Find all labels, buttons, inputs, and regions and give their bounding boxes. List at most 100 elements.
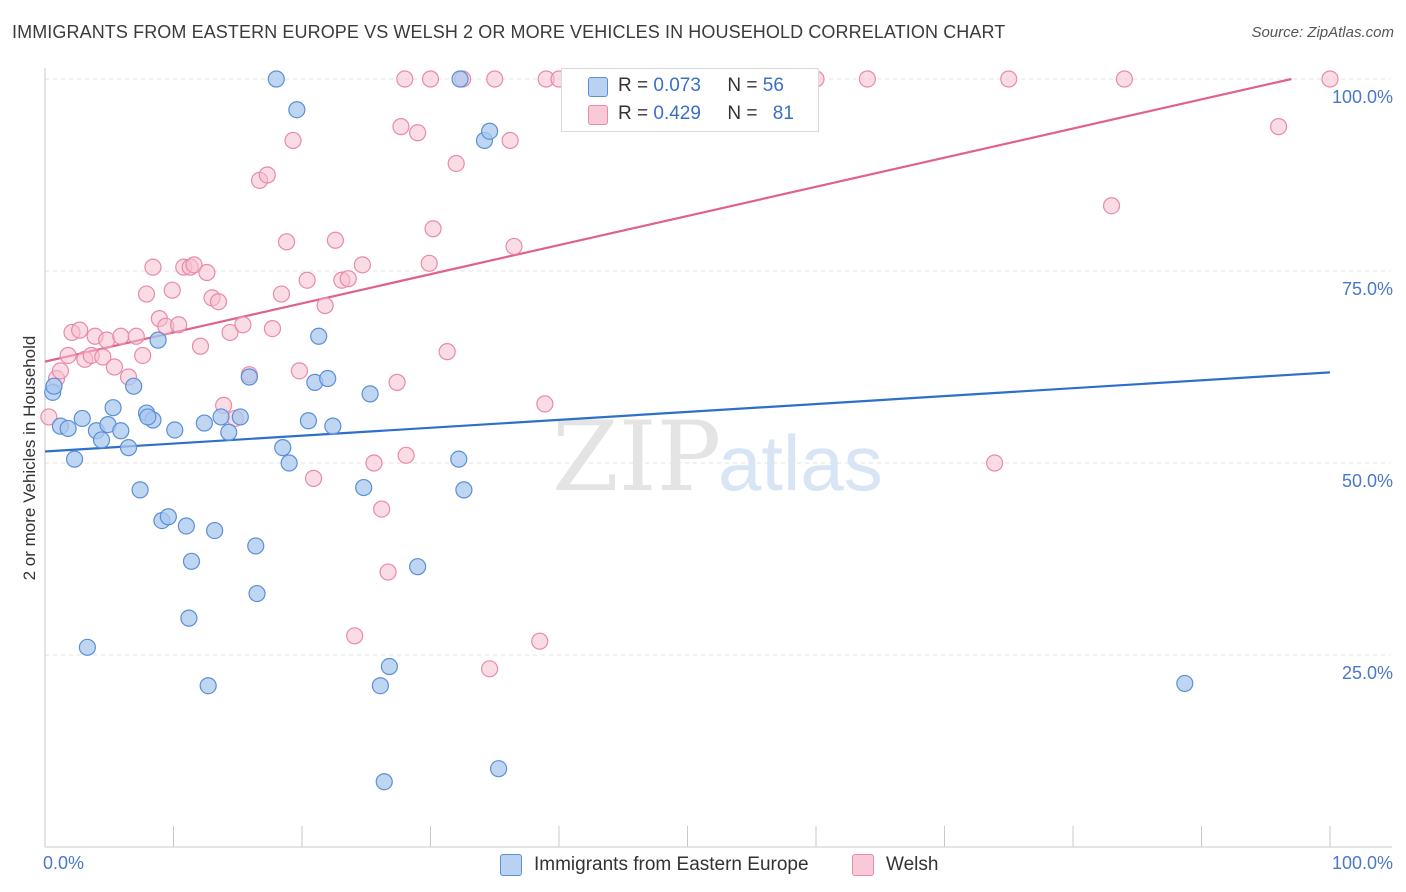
point-welsh <box>447 154 465 173</box>
legend-label: Welsh <box>886 854 939 875</box>
point-welsh <box>290 362 309 380</box>
point-eastern-europe <box>65 450 84 468</box>
point-eastern-europe <box>288 101 306 119</box>
point-eastern-europe <box>310 327 328 345</box>
point-welsh <box>40 408 58 426</box>
point-eastern-europe <box>409 558 427 576</box>
point-welsh <box>373 500 391 518</box>
trend-line-eastern-europe <box>44 371 1331 453</box>
point-eastern-europe <box>195 414 213 432</box>
point-eastern-europe <box>361 385 379 403</box>
point-welsh <box>421 70 440 88</box>
y-tick-label: 25.0% <box>1342 663 1393 683</box>
point-welsh <box>501 131 519 150</box>
point-eastern-europe <box>182 552 201 570</box>
point-eastern-europe <box>371 677 389 695</box>
legend-r-label: R = <box>618 103 654 124</box>
y-tick-label: 75.0% <box>1342 279 1393 299</box>
point-eastern-europe <box>149 331 167 349</box>
point-eastern-europe <box>380 657 398 676</box>
point-eastern-europe <box>231 408 249 426</box>
legend-n-value: 56 <box>762 75 784 96</box>
point-welsh <box>481 660 499 678</box>
point-eastern-europe <box>455 481 473 499</box>
point-eastern-europe <box>1176 674 1194 693</box>
point-eastern-europe <box>280 454 298 472</box>
point-eastern-europe <box>220 423 238 441</box>
point-welsh <box>397 446 415 464</box>
point-eastern-europe <box>180 609 198 627</box>
point-eastern-europe <box>240 368 258 386</box>
point-welsh <box>1102 197 1121 215</box>
legend-swatch-blue <box>588 77 608 97</box>
point-eastern-europe <box>267 70 285 88</box>
point-welsh <box>365 454 383 472</box>
point-eastern-europe <box>451 70 469 88</box>
point-welsh <box>170 316 188 334</box>
legend-swatch-pink <box>588 105 608 125</box>
point-welsh <box>263 320 282 338</box>
trend-lines <box>44 77 1331 453</box>
point-eastern-europe <box>212 408 230 426</box>
tick-labels: 25.0% 50.0% 75.0% 100.0% 0.0% 100.0% <box>43 87 1393 873</box>
point-welsh <box>326 231 345 249</box>
point-welsh <box>277 233 296 251</box>
point-eastern-europe <box>247 537 265 555</box>
point-welsh <box>112 327 130 345</box>
point-eastern-europe <box>112 422 130 440</box>
point-welsh <box>94 348 112 366</box>
point-eastern-europe <box>177 517 195 535</box>
point-welsh <box>531 632 549 650</box>
point-welsh <box>191 337 210 355</box>
legend-n-label: N = <box>727 103 763 124</box>
legend-label: Immigrants from Eastern Europe <box>534 854 809 875</box>
point-eastern-europe <box>319 369 337 388</box>
point-welsh <box>105 358 123 376</box>
point-welsh <box>392 118 410 136</box>
legend-item-welsh: Welsh <box>852 852 938 878</box>
point-welsh <box>185 256 203 274</box>
point-welsh <box>234 316 252 334</box>
axes <box>44 68 1392 848</box>
trend-line-welsh <box>44 77 1292 363</box>
point-welsh <box>346 627 364 645</box>
point-welsh <box>420 254 438 272</box>
legend-n-label: N = <box>727 75 763 96</box>
point-welsh <box>536 395 554 413</box>
point-welsh <box>353 256 371 274</box>
point-eastern-europe <box>324 417 342 435</box>
point-eastern-europe <box>299 412 318 430</box>
point-welsh <box>163 281 181 299</box>
point-welsh <box>51 362 70 380</box>
point-welsh <box>209 293 228 311</box>
point-eastern-europe <box>73 409 91 428</box>
point-eastern-europe <box>125 377 143 395</box>
correlation-legend: R = 0.073 N = 56 R = 0.429 N = 81 <box>561 68 819 132</box>
legend-row-blue: R = 0.073 N = 56 <box>618 73 784 99</box>
point-welsh <box>71 321 89 339</box>
legend-r-label: R = <box>618 75 654 96</box>
point-eastern-europe <box>375 773 393 791</box>
point-welsh <box>409 124 427 142</box>
point-welsh <box>1269 118 1288 136</box>
point-welsh <box>144 258 162 276</box>
point-eastern-europe <box>139 408 157 426</box>
point-welsh <box>272 285 291 303</box>
point-welsh <box>198 263 216 282</box>
point-eastern-europe <box>92 431 111 449</box>
point-eastern-europe <box>355 478 373 497</box>
legend-n-value: 81 <box>772 103 794 124</box>
point-eastern-europe <box>248 584 266 603</box>
point-welsh <box>486 70 504 88</box>
legend-r-value: 0.429 <box>653 103 701 124</box>
point-welsh <box>134 346 152 365</box>
point-welsh <box>858 70 877 88</box>
legend-item-eastern-europe: Immigrants from Eastern Europe <box>500 852 809 878</box>
x-tick-label: 100.0% <box>1332 853 1393 873</box>
point-welsh <box>505 237 523 256</box>
point-welsh <box>304 469 323 487</box>
point-eastern-europe <box>206 521 224 540</box>
point-eastern-europe <box>159 508 177 526</box>
point-welsh <box>388 373 406 391</box>
